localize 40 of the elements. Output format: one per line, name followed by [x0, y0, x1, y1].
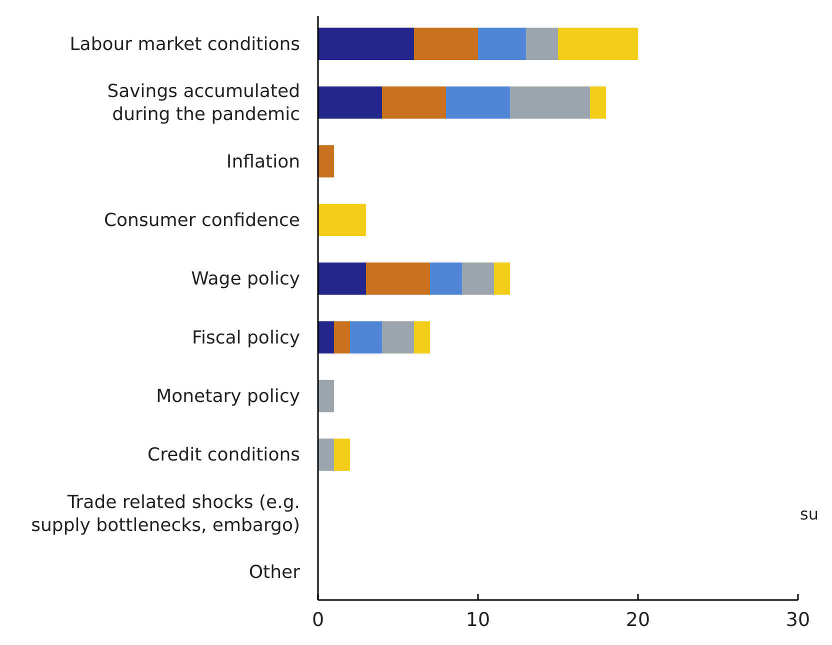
y-tick-label: Other [248, 562, 301, 584]
bar [382, 321, 414, 354]
y-tick-label: Consumer confidence [104, 210, 300, 231]
bar [318, 438, 334, 471]
y-tick-label: Credit conditions [148, 444, 300, 466]
bar [510, 86, 590, 119]
y-tick-label: Wage policy [191, 268, 300, 290]
bar [430, 262, 462, 295]
x-tick-label: 30 [786, 609, 810, 631]
y-tick-label: Labour market conditions [70, 34, 300, 55]
bar [318, 145, 334, 178]
bar [526, 28, 558, 60]
bar [558, 28, 638, 60]
y-tick-label: Monetary policy [156, 386, 300, 408]
x-tick-label: 10 [466, 609, 490, 631]
bar [590, 86, 606, 119]
bar [478, 28, 526, 60]
bar [318, 204, 366, 236]
bar [414, 321, 430, 354]
bar [318, 262, 366, 295]
bar [446, 86, 510, 119]
bar [414, 28, 478, 60]
y-tick-label: Trade related shocks (e.g. supply bottlenecks, embargo) [31, 492, 300, 536]
x-tick-label: 20 [626, 609, 650, 631]
bar [318, 380, 334, 412]
bar [334, 438, 350, 471]
y-tick-label: Inflation [226, 151, 300, 172]
bar [366, 262, 430, 295]
bar [318, 86, 382, 119]
bar [494, 262, 510, 295]
bar [382, 86, 446, 119]
bar [318, 321, 334, 354]
y-tick-label: Fiscal policy [192, 327, 300, 348]
bar [334, 321, 350, 354]
x-tick-label: 0 [312, 609, 324, 631]
bar [318, 28, 414, 60]
text: su [800, 504, 818, 524]
bar [350, 321, 382, 354]
bar [462, 262, 494, 295]
y-tick-label: Savings accumulated during the pandemic [107, 81, 300, 126]
